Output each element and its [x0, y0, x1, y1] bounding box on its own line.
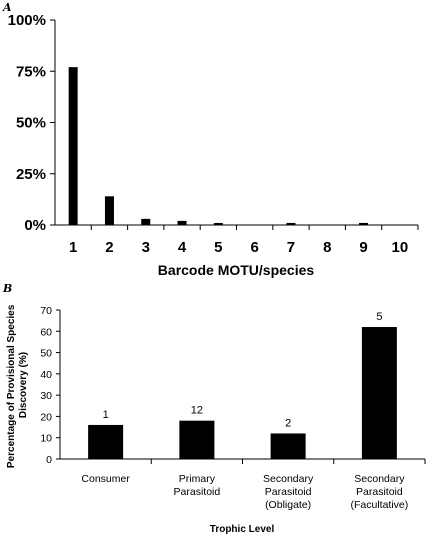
chart-b-y-tick-label: 20 [40, 411, 52, 423]
chart-b-bar [88, 424, 124, 459]
chart-a-x-tick-label: 4 [178, 239, 187, 256]
chart-b-bar [270, 433, 306, 459]
chart-a-bar [104, 196, 114, 225]
chart-a-x-tick-label: 1 [69, 239, 77, 256]
chart-b-x-tick-label-line: (Obligate) [265, 499, 311, 511]
chart-b-x-tick-label-line: Consumer [81, 473, 130, 485]
chart-b-bar [361, 327, 397, 459]
chart-b-x-tick-label: Primary Parasitoid [174, 473, 221, 498]
chart-a-x-tick-label: 6 [250, 239, 258, 256]
chart-b-bar [179, 420, 215, 459]
chart-a-y-tick-label: 0% [24, 217, 46, 234]
chart-a-x-tick-label: 5 [214, 239, 222, 256]
chart-b-x-tick-label-line: (Facultative) [350, 499, 408, 511]
chart-a: 0% 25% 50% 75% 100% 1 2 3 4 5 6 7 8 9 10 Barcode MOTU… [8, 12, 419, 278]
chart-b-data-label: 1 [103, 409, 109, 421]
chart-a-x-ticks: 1 2 3 4 5 6 7 8 9 10 [69, 225, 419, 256]
chart-b-x-tick-label: Secondary Parasitoid (Facultative) [350, 473, 408, 511]
chart-a-bar [141, 218, 151, 225]
chart-a-y-tick-label: 100% [8, 12, 46, 29]
panel-a-label: A [2, 1, 12, 14]
chart-a-x-title: Barcode MOTU/species [158, 262, 315, 278]
chart-a-x-tick-label: 2 [105, 239, 113, 256]
chart-a-bar [68, 67, 78, 226]
chart-b-bars [88, 327, 397, 459]
chart-a-y-ticks: 0% 25% 50% 75% 100% [8, 12, 55, 234]
chart-b-data-labels: 1 12 2 5 [103, 311, 383, 429]
chart-b-x-tick-label-line: Secondary [263, 473, 314, 485]
chart-b-x-tick-label: Consumer [81, 473, 130, 485]
panel-b-label: B [2, 282, 12, 295]
chart-a-bar [213, 222, 223, 225]
chart-b-data-label: 2 [285, 417, 291, 429]
chart-b-y-tick-label: 0 [46, 454, 52, 466]
chart-b-x-tick-label-line: Secondary [354, 473, 405, 485]
chart-b-y-title: Percentage of Provisional Species Discov… [6, 302, 29, 468]
chart-b-y-ticks: 0 10 20 30 40 50 60 70 [40, 305, 60, 466]
chart-b-x-tick-label-line: Parasitoid [174, 486, 221, 498]
chart-a-y-tick-label: 50% [16, 115, 46, 132]
chart-b-data-label: 12 [191, 405, 203, 417]
chart-b-y-tick-label: 30 [40, 390, 52, 402]
chart-b-x-title: Trophic Level [210, 524, 275, 535]
chart-b-x-tick-label-line: Primary [179, 473, 216, 485]
chart-a-bar [359, 222, 369, 225]
chart-a-bar [286, 222, 296, 225]
chart-b-y-title-line-1: Percentage of Provisional Species [6, 304, 17, 468]
chart-b-y-tick-label: 40 [40, 369, 52, 381]
chart-a-bars [68, 67, 369, 226]
chart-a-x-tick-label: 8 [323, 239, 331, 256]
chart-b-y-title-line-2: Discovery (%) [18, 352, 29, 418]
chart-a-x-tick-label: 9 [359, 239, 367, 256]
chart-a-x-tick-label: 3 [142, 239, 150, 256]
chart-a-bar [177, 220, 187, 225]
chart-b-x-tick-label: Secondary Parasitoid (Obligate) [263, 473, 314, 511]
chart-b-x-tick-label-line: Parasitoid [356, 486, 403, 498]
chart-b-data-label: 5 [376, 311, 382, 323]
chart-a-y-tick-label: 75% [16, 63, 46, 80]
chart-a-y-tick-label: 25% [16, 166, 46, 183]
chart-b-y-tick-label: 50 [40, 348, 52, 360]
chart-a-x-tick-label: 10 [392, 239, 409, 256]
chart-a-x-tick-label: 7 [287, 239, 295, 256]
chart-b-y-tick-label: 10 [40, 433, 52, 445]
chart-b-x-tick-label-line: Parasitoid [265, 486, 312, 498]
chart-b-y-tick-label: 70 [40, 305, 52, 317]
chart-b-y-tick-label: 60 [40, 326, 52, 338]
